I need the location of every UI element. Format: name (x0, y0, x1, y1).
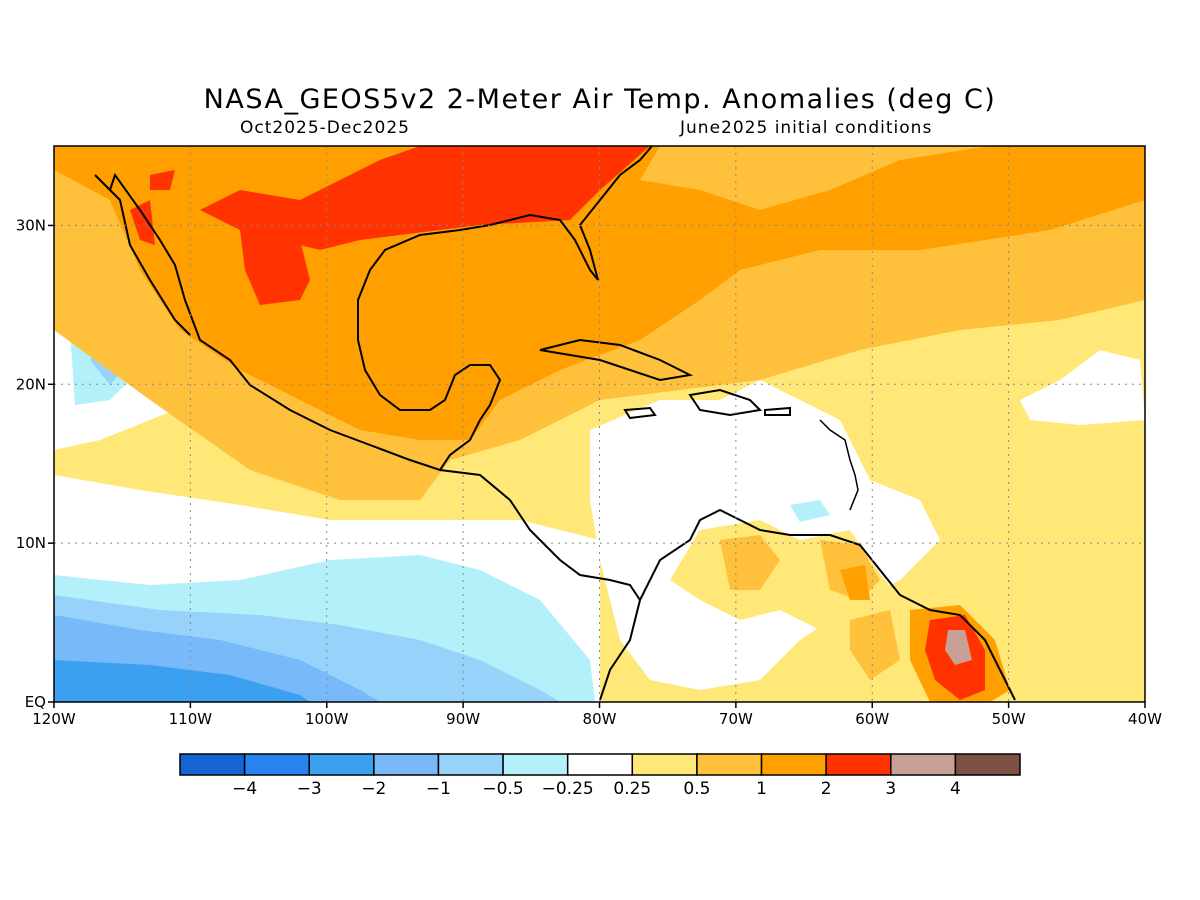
lat-tick-label: 10N (16, 534, 46, 552)
lon-tick-label: 80W (583, 710, 617, 728)
colorbar-label: 0.25 (613, 779, 651, 799)
coastlines (94, 146, 1016, 701)
anomaly-band-blue (54, 660, 310, 702)
colorbar-swatch (373, 753, 440, 776)
colorbar-label: 3 (885, 779, 896, 799)
colorbar-label: 1 (756, 779, 767, 799)
lon-tick-label: 70W (719, 710, 753, 728)
colorbar-swatch (308, 753, 375, 776)
lon-tick-label: 110W (169, 710, 213, 728)
lon-tick-label: 50W (992, 710, 1026, 728)
coast-lesser-antilles (819, 419, 859, 511)
colorbar-label: −2 (361, 779, 386, 799)
anomaly-band-red-mexico (240, 230, 310, 305)
colorbar-label: −0.5 (482, 779, 523, 799)
anomaly-band-sa-brown (945, 630, 972, 665)
colorbar-label: 2 (821, 779, 832, 799)
colorbar-label: −0.25 (542, 779, 594, 799)
map-axes: 120W 110W 100W 90W 80W 70W 60W 50W 40W EQ 10N 20N 30… (16, 216, 1162, 728)
colorbar-swatch (760, 753, 827, 776)
colorbar-label: −1 (426, 779, 451, 799)
colorbar-swatch (437, 753, 504, 776)
colorbar-label: 0.5 (683, 779, 710, 799)
coast-jamaica (623, 406, 657, 420)
coast-us-east (578, 146, 653, 281)
coast-hispaniola (688, 388, 763, 417)
anomaly-band-red-usa (200, 146, 650, 250)
colorbar-swatch (890, 753, 957, 776)
lon-tick-label: 120W (32, 710, 76, 728)
coast-south-america (639, 508, 1016, 701)
initial-conditions: June2025 initial conditions (680, 118, 933, 138)
coast-puerto-rico (764, 406, 791, 416)
gridlines (54, 146, 1145, 702)
lon-tick-label: 40W (1128, 710, 1162, 728)
colorbar: −4 −3 −2 −1 −0.5 −0.25 0.25 0.5 1 2 3 4 (179, 753, 1021, 799)
lat-tick-label: 30N (16, 216, 46, 234)
lat-tick-label: 20N (16, 375, 46, 393)
map-title: NASA_GEOS5v2 2-Meter Air Temp. Anomalies… (203, 84, 997, 115)
anomaly-band-red-nw (130, 170, 175, 245)
coast-gulf-of-mexico (357, 213, 599, 471)
colorbar-label: 4 (950, 779, 961, 799)
lon-tick-label: 60W (855, 710, 889, 728)
colorbar-swatch (179, 753, 246, 776)
colorbar-swatch (825, 753, 892, 776)
lon-tick-label: 90W (446, 710, 480, 728)
colorbar-swatch (566, 753, 634, 776)
colorbar-swatch (502, 753, 569, 776)
forecast-period: Oct2025-Dec2025 (240, 118, 410, 138)
colorbar-label: −3 (297, 779, 322, 799)
colorbar-swatch (631, 753, 698, 776)
coast-baja-mexico (94, 172, 642, 701)
colorbar-label: −4 (232, 779, 257, 799)
colorbar-swatch (696, 753, 763, 776)
anomaly-band-sa-blue (790, 500, 830, 522)
lat-tick-label: EQ (25, 693, 46, 711)
lon-tick-label: 100W (305, 710, 349, 728)
anomaly-field (54, 146, 1145, 702)
colorbar-swatch (954, 753, 1021, 776)
anomaly-band-white-atlantic (1020, 350, 1145, 425)
colorbar-swatch (243, 753, 310, 776)
